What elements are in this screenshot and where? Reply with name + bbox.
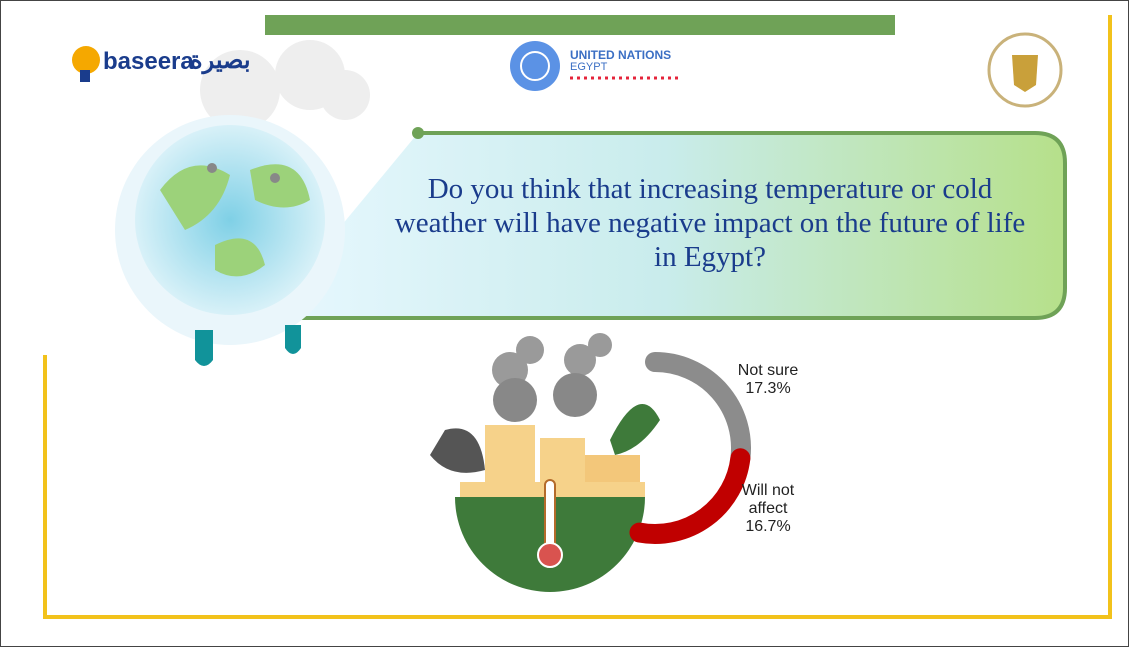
value-label: 16.7% [723,518,813,536]
page: Do you think that increasing temperature… [0,0,1129,647]
category-label: Not sure [723,362,813,380]
bubble-dot [412,127,424,139]
brand-arabic: بصيرة [190,46,251,75]
value-label: 17.3% [723,380,813,398]
top-bar [265,15,895,35]
ministry-emblem [989,34,1061,106]
un-subtitle: EGYPT [570,61,607,73]
factory-earth [430,333,660,592]
baseera-logo [72,46,100,82]
brand-latin: baseera [103,48,194,76]
un-title: UNITED NATIONS [570,48,671,62]
category-label: Will not affect [733,482,803,518]
canvas [0,0,1129,647]
question: Do you think that increasing temperature… [380,172,1040,274]
